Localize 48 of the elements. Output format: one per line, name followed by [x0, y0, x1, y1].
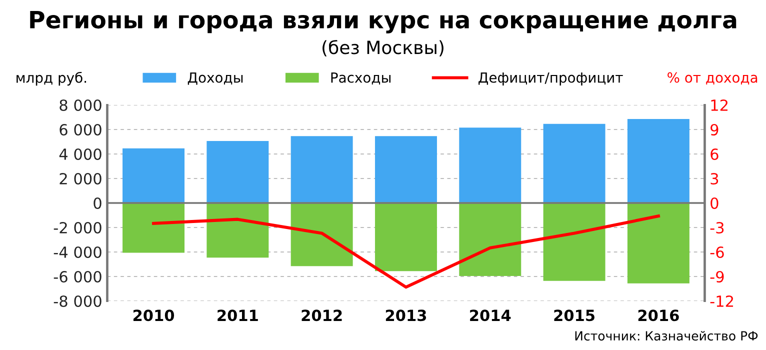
y2-tick-label: 6: [710, 148, 718, 160]
y-tick-label: -4 000: [54, 246, 102, 258]
x-tick-label: 2010: [133, 310, 174, 322]
bar: [627, 119, 690, 204]
bar: [290, 202, 353, 266]
y2-tick-label: -3: [710, 222, 724, 234]
y-tick-label: 0: [94, 197, 102, 210]
y-tick-label: 4 000: [59, 148, 102, 160]
y2-tick-label: -12: [710, 295, 734, 307]
bar: [206, 141, 269, 204]
text: Источник: Казначейство РФ: [575, 330, 758, 341]
y2-tick-label: 0: [710, 197, 718, 210]
bar: [543, 124, 606, 204]
x-tick-label: 2011: [218, 310, 258, 322]
y-tick-label: -2 000: [54, 222, 102, 234]
y-tick-label: -8 000: [54, 295, 102, 308]
y2-axis-title: % от дохода: [668, 72, 758, 84]
y2-tick-label: 9: [710, 124, 718, 136]
chart-title: Регионы и города взяли курс на сокращение долга: [30, 11, 736, 34]
y-tick-label: 6 000: [60, 124, 102, 136]
legend-label: Дефицит/профицит: [478, 72, 623, 86]
y2-tick-label: 12: [711, 99, 728, 111]
y2-tick-label: -9: [710, 270, 724, 283]
bar: [122, 202, 185, 253]
y2-tick-label: 3: [710, 172, 718, 185]
y-tick-label: 2 000: [60, 172, 102, 185]
x-tick-label: 2013: [386, 310, 426, 322]
bar: [206, 202, 269, 258]
line-series: [152, 214, 660, 289]
y-tick-label: -6 000: [54, 270, 102, 283]
bar: [543, 202, 606, 281]
bar: [627, 202, 690, 284]
bar: [459, 128, 522, 204]
x-tick-label: 2016: [638, 310, 679, 322]
bar: [122, 148, 185, 204]
bar: [290, 136, 353, 204]
y-axis-title: млрд руб.: [16, 72, 86, 86]
x-tick-label: 2015: [554, 310, 594, 322]
legend-label: Доходы: [188, 72, 243, 85]
bar: [374, 202, 437, 272]
y-tick-label: 8 000: [60, 99, 102, 112]
x-tick-label: 2012: [302, 310, 342, 322]
chart-subtitle: (без Москвы): [322, 40, 444, 56]
bar: [374, 136, 437, 204]
bar: [459, 202, 522, 276]
legend-label: Расходы: [331, 72, 390, 84]
x-tick-label: 2014: [470, 310, 511, 322]
y2-tick-label: -6: [710, 246, 724, 258]
